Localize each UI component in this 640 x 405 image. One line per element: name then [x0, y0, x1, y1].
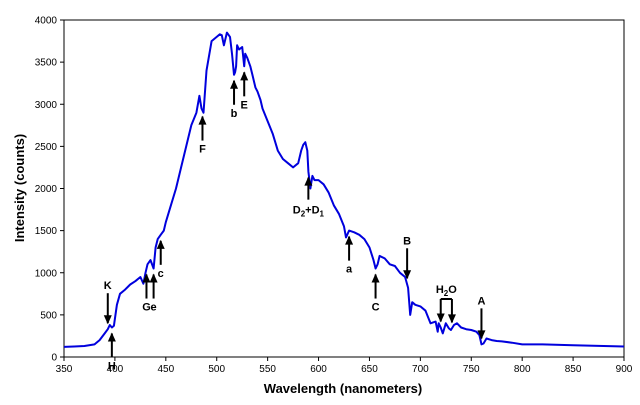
h2o-label-part: 2 [444, 289, 449, 298]
annotation-e-label: E [241, 99, 248, 111]
annotation-h-label: H [108, 361, 116, 373]
annotation-e-arrow-head [240, 71, 249, 81]
annotation-d-part: +D [305, 205, 319, 217]
annotation-f-arrow-head [198, 115, 207, 125]
annotation-d-part: 1 [320, 210, 325, 219]
y-tick-label: 2500 [35, 142, 58, 153]
annotation-d-part: D [293, 205, 301, 217]
x-axis-title: Wavelength (nanometers) [264, 381, 422, 396]
h2o-label-part: H [436, 284, 444, 296]
annotation-h-arrow-head [107, 332, 116, 342]
x-tick-label: 900 [616, 364, 633, 375]
annotation-a-arrow-head [345, 235, 354, 245]
y-tick-label: 4000 [35, 16, 58, 27]
h2o-right-arrow-head [447, 314, 456, 324]
y-tick-label: 3500 [35, 58, 58, 69]
h2o-label-part: O [448, 284, 457, 296]
annotation-e-label: e [151, 302, 157, 314]
annotation-d-arrow-head [304, 176, 313, 186]
annotation-g-label: G [142, 302, 151, 314]
y-axis-title: Intensity (counts) [12, 134, 27, 242]
x-tick-label: 550 [259, 364, 276, 375]
h2o-label: H2O [436, 284, 457, 298]
annotation-b-arrow-head [230, 79, 239, 89]
x-tick-label: 500 [208, 364, 225, 375]
y-tick-label: 1500 [35, 226, 58, 237]
x-tick-label: 450 [157, 364, 174, 375]
y-tick-label: 1000 [35, 268, 58, 279]
y-tick-label: 3000 [35, 100, 58, 111]
annotation-c-label: c [158, 268, 164, 280]
annotation-b-label: B [403, 235, 411, 247]
annotation-a-label: A [477, 295, 485, 307]
y-tick-label: 0 [51, 353, 57, 364]
annotation-b-label: b [231, 108, 238, 120]
h2o-left-arrow-head [436, 313, 445, 323]
annotation-c-arrow-head [371, 273, 380, 283]
x-tick-label: 350 [56, 364, 73, 375]
annotation-k-label: K [104, 280, 112, 292]
x-tick-label: 800 [514, 364, 531, 375]
plot-area: 350 400 450 500 550 600 650 700 750 800 850 900 0 500… [35, 16, 633, 376]
x-tick-label: 750 [463, 364, 480, 375]
y-tick-label: 2000 [35, 184, 58, 195]
x-tick-label: 650 [361, 364, 378, 375]
annotation-a-label: a [346, 264, 353, 276]
annotation-d-part: 2 [301, 210, 306, 219]
annotation-c-arrow-head [156, 239, 165, 249]
x-tick-label: 850 [565, 364, 582, 375]
x-tick-label: 600 [310, 364, 327, 375]
annotation-k-arrow-head [103, 315, 112, 325]
x-tick-label: 400 [107, 364, 124, 375]
annotation-f-label: F [199, 144, 206, 156]
annotation-g-arrow-head [142, 273, 151, 283]
annotation-a-arrow-head [477, 330, 486, 340]
y-tick-label: 500 [40, 310, 57, 321]
x-tick-label: 700 [412, 364, 429, 375]
annotation-c-label: C [372, 302, 380, 314]
annotation-b-arrow-head [403, 270, 412, 280]
annotation-e-arrow-head [149, 273, 158, 283]
spectrum-line [63, 31, 625, 348]
annotation-d-label: D2+D1 [293, 205, 325, 219]
